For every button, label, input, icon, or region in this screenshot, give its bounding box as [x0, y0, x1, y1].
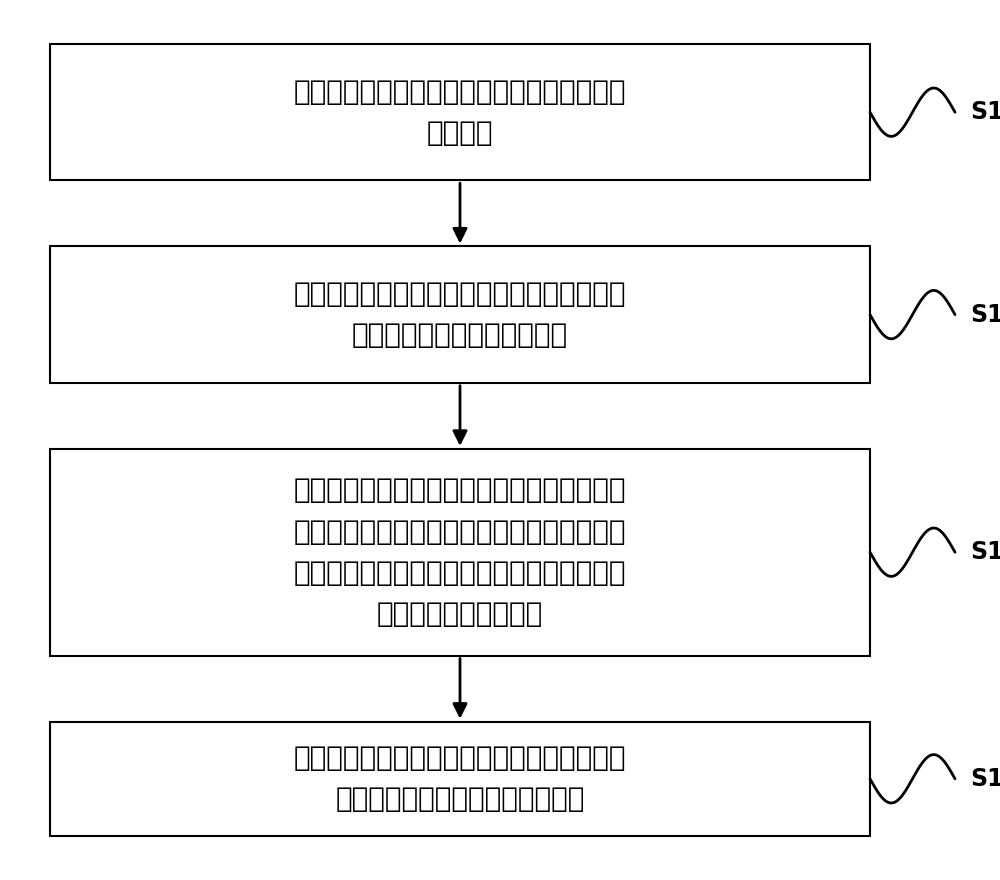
- Text: S140: S140: [970, 766, 1000, 791]
- Text: S120: S120: [970, 303, 1000, 326]
- Bar: [50, 246, 870, 383]
- Text: 获取第一时间周期内外部计量单元发送的若干
脉冲中断: 获取第一时间周期内外部计量单元发送的若干 脉冲中断: [294, 77, 626, 147]
- Bar: [50, 722, 870, 836]
- Text: S110: S110: [970, 100, 1000, 124]
- Bar: [50, 449, 870, 656]
- Bar: [50, 44, 870, 180]
- Text: 根据脉冲分配结果，计算得到相位信息集对应
的有功电能、无功电能和视在电能: 根据脉冲分配结果，计算得到相位信息集对应 的有功电能、无功电能和视在电能: [294, 744, 626, 813]
- Text: 根据若干脉冲中断，分别计算得到有功脉冲数
，无功脉冲数以及视在脉冲数: 根据若干脉冲中断，分别计算得到有功脉冲数 ，无功脉冲数以及视在脉冲数: [294, 280, 626, 349]
- Text: S130: S130: [970, 540, 1000, 564]
- Text: 根据第一时间周期内外部计量单元得到的功率
积分权值，按预设的相位信息集的相位分别对
有功脉冲数、无功脉冲数、视在脉冲数进行分
类，得到脉冲分配结果: 根据第一时间周期内外部计量单元得到的功率 积分权值，按预设的相位信息集的相位分别…: [294, 476, 626, 628]
